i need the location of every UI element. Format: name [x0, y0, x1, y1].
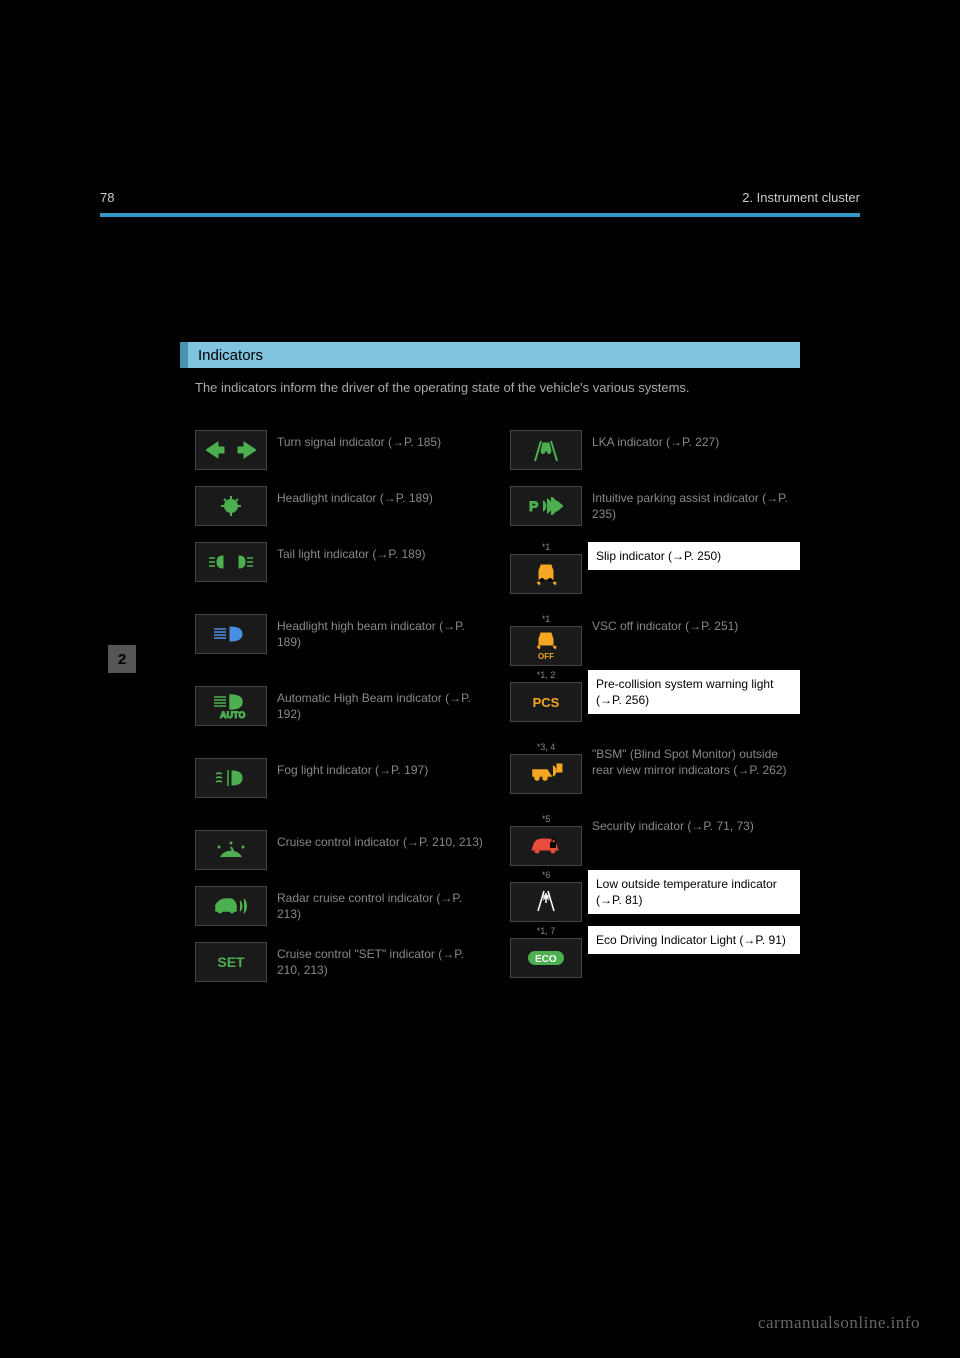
right-column: LKA indicator (→P. 227) P Intuitive park… — [510, 430, 800, 1014]
turn-signal-icon — [195, 430, 267, 470]
indicator-desc: Tail light indicator (→P. 189) — [277, 542, 485, 562]
page-header: 78 2. Instrument cluster — [100, 190, 860, 217]
pcs-icon: PCS — [510, 682, 582, 722]
indicator-desc: Cruise control "SET" indicator (→P. 210,… — [277, 942, 485, 978]
indicator-row: Headlight indicator (→P. 189) — [195, 486, 485, 538]
indicator-sup: *1, 7 — [537, 926, 556, 938]
indicator-row: Headlight high beam indicator (→P. 189) — [195, 614, 485, 682]
page-number: 78 — [100, 190, 114, 205]
low-temp-icon — [510, 882, 582, 922]
indicator-desc: Fog light indicator (→P. 197) — [277, 758, 485, 778]
indicator-sup: *1, 2 — [537, 670, 556, 682]
indicator-row: *5 Security indicator (→P. 71, 73) — [510, 814, 800, 866]
section-marker — [180, 342, 188, 368]
svg-text:OFF: OFF — [538, 652, 554, 661]
set-icon: SET — [195, 942, 267, 982]
indicator-sup: *5 — [542, 814, 551, 826]
indicator-desc: Pre-collision system warning light (→P. … — [588, 670, 800, 714]
indicator-sup: *3, 4 — [537, 742, 556, 754]
lka-icon — [510, 430, 582, 470]
indicator-row: *1 OFF VSC off indicator (→P. 251) — [510, 614, 800, 666]
cruise-icon — [195, 830, 267, 870]
indicator-row: *6 Low outside temperature indicator (→P… — [510, 870, 800, 922]
chapter-number-tab: 2 — [108, 645, 136, 673]
indicator-desc: Headlight high beam indicator (→P. 189) — [277, 614, 485, 650]
indicator-columns: Turn signal indicator (→P. 185) Headligh… — [195, 430, 800, 1014]
high-beam-icon — [195, 614, 267, 654]
indicator-row: SET Cruise control "SET" indicator (→P. … — [195, 942, 485, 1010]
svg-text:AUTO: AUTO — [220, 710, 245, 720]
indicator-row: *1, 7 ECO Eco Driving Indicator Light (→… — [510, 926, 800, 978]
tail-light-icon — [195, 542, 267, 582]
radar-cruise-icon — [195, 886, 267, 926]
eco-icon: ECO — [510, 938, 582, 978]
section-path: 2. Instrument cluster — [742, 190, 860, 205]
indicator-desc: Headlight indicator (→P. 189) — [277, 486, 485, 506]
headlight-icon — [195, 486, 267, 526]
indicator-desc: Cruise control indicator (→P. 210, 213) — [277, 830, 485, 850]
indicator-row: Fog light indicator (→P. 197) — [195, 758, 485, 826]
indicator-row: AUTO Automatic High Beam indicator (→P. … — [195, 686, 485, 754]
indicator-row: LKA indicator (→P. 227) — [510, 430, 800, 482]
svg-text:ECO: ECO — [535, 954, 557, 965]
indicator-desc: VSC off indicator (→P. 251) — [592, 614, 800, 634]
indicator-sup: *1 — [542, 614, 551, 626]
indicator-desc: Slip indicator (→P. 250) — [588, 542, 800, 570]
indicator-row: *3, 4 "BSM" (Blind Spot Monitor) outside… — [510, 742, 800, 810]
parking-sensor-icon: P — [510, 486, 582, 526]
indicator-desc: Turn signal indicator (→P. 185) — [277, 430, 485, 450]
indicator-desc: Intuitive parking assist indicator (→P. … — [592, 486, 800, 522]
indicator-desc: Radar cruise control indicator (→P. 213) — [277, 886, 485, 922]
auto-high-beam-icon: AUTO — [195, 686, 267, 726]
indicator-desc: "BSM" (Blind Spot Monitor) outside rear … — [592, 742, 800, 778]
indicator-desc: Security indicator (→P. 71, 73) — [592, 814, 800, 834]
indicator-row: Radar cruise control indicator (→P. 213) — [195, 886, 485, 938]
footer-brand: carmanualsonline.info — [758, 1313, 920, 1333]
indicator-desc: Eco Driving Indicator Light (→P. 91) — [588, 926, 800, 954]
indicator-sup: *6 — [542, 870, 551, 882]
indicator-row: *1 Slip indicator (→P. 250) — [510, 542, 800, 610]
indicator-desc: LKA indicator (→P. 227) — [592, 430, 800, 450]
indicator-row: Turn signal indicator (→P. 185) — [195, 430, 485, 482]
indicator-sup: *1 — [542, 542, 551, 554]
indicator-row: P Intuitive parking assist indicator (→P… — [510, 486, 800, 538]
section-title: Indicators — [198, 347, 263, 364]
vsc-off-icon: OFF — [510, 626, 582, 666]
fog-light-icon — [195, 758, 267, 798]
security-icon — [510, 826, 582, 866]
slip-icon — [510, 554, 582, 594]
bsm-icon — [510, 754, 582, 794]
header-rule — [100, 213, 860, 217]
indicator-row: Tail light indicator (→P. 189) — [195, 542, 485, 610]
indicator-row: *1, 2 PCS Pre-collision system warning l… — [510, 670, 800, 738]
indicator-row: Cruise control indicator (→P. 210, 213) — [195, 830, 485, 882]
left-column: Turn signal indicator (→P. 185) Headligh… — [195, 430, 485, 1014]
svg-text:P: P — [529, 498, 538, 514]
section-header: Indicators — [180, 342, 800, 368]
section-intro: The indicators inform the driver of the … — [195, 380, 800, 395]
indicator-desc: Automatic High Beam indicator (→P. 192) — [277, 686, 485, 722]
indicator-desc: Low outside temperature indicator (→P. 8… — [588, 870, 800, 914]
